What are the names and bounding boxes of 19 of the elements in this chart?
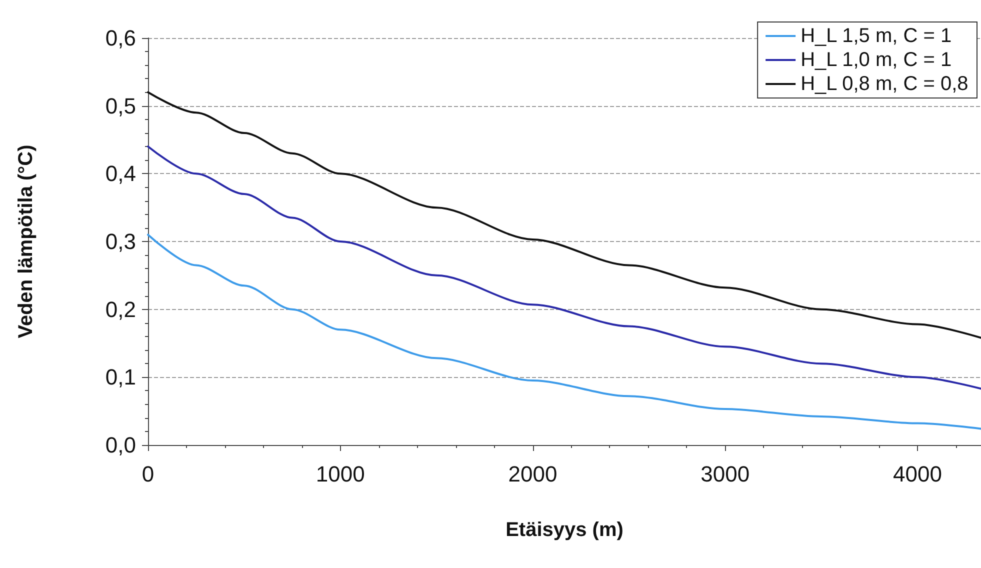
y-tick-label: 0,5 [105,93,136,118]
line-series [147,146,981,390]
y-tick-label: 0,1 [105,364,136,390]
y-tick-label: 0,3 [105,229,136,254]
x-tick-label: 4000 [893,462,942,486]
x-axis-title: Etäisyys (m) [506,519,624,541]
x-tick-label: 2000 [508,462,558,486]
y-tick-label: 0,6 [105,26,136,50]
y-tick-label: 0,0 [105,432,136,458]
line-series [147,234,981,430]
y-tick-label: 0,4 [105,161,136,186]
legend-label: H_L 1,5 m, C = 1 [800,25,952,47]
x-tick-label: 1000 [316,462,365,486]
y-tick-label: 0,2 [105,296,136,322]
legend-label: H_L 0,8 m, C = 0,8 [800,73,968,95]
x-tick-label: 0 [142,462,154,486]
legend-label: H_L 1,0 m, C = 1 [800,49,952,71]
x-tick-label: 3000 [700,462,750,486]
y-axis-title: Veden lämpötila (°C) [15,144,37,338]
